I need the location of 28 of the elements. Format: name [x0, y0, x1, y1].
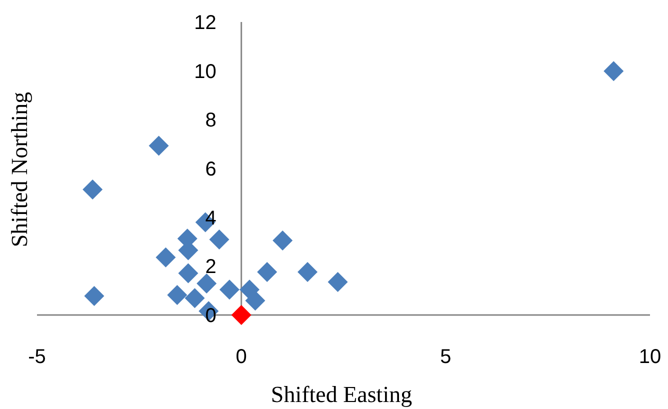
point [272, 230, 293, 251]
point [231, 305, 252, 325]
point [298, 262, 318, 282]
x-axis-title: Shifted Easting [270, 382, 413, 407]
point [245, 290, 266, 311]
y-tick-label: 10 [194, 60, 216, 83]
point [184, 288, 205, 308]
point [178, 263, 198, 284]
x-tick-label: -5 [28, 346, 46, 368]
y-axis-title: Shifted Northing [7, 91, 32, 248]
point [209, 230, 230, 250]
point [604, 61, 624, 82]
x-tick-label: 10 [638, 346, 662, 368]
y-tick-label: 2 [205, 256, 216, 278]
x-tick-label: 0 [236, 346, 247, 368]
y-tick-label: 8 [205, 110, 216, 132]
point [167, 284, 188, 305]
point [328, 272, 348, 292]
y-tick-label: 12 [194, 12, 216, 34]
y-tick-label: 6 [205, 158, 216, 180]
point [219, 280, 240, 300]
point [82, 180, 103, 200]
point [148, 136, 169, 156]
x-tick-label: 5 [440, 346, 452, 368]
point [156, 247, 176, 268]
point [84, 286, 104, 306]
point [196, 274, 217, 294]
point [257, 262, 278, 282]
